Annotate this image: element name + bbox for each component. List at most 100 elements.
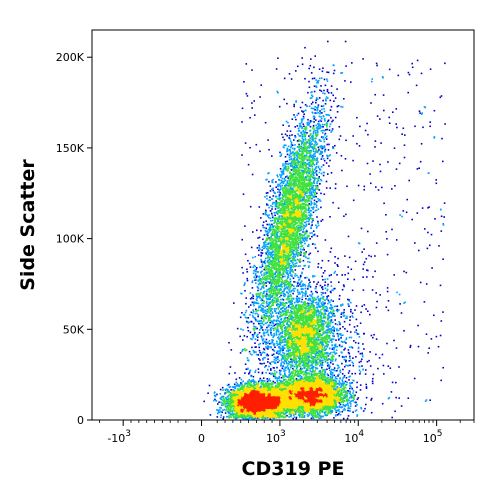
event-dot [241,383,243,386]
event-dot [250,383,253,386]
event-dot [259,379,261,382]
event-dot [221,395,223,398]
event-dot [218,401,220,403]
event-dot [272,417,274,419]
event-dot [231,414,234,416]
event-dot [233,414,235,416]
event-dot [236,410,239,413]
event-dot [235,404,237,406]
event-dot [217,411,220,414]
event-dot [257,380,260,383]
event-dot [232,415,235,417]
event-dot [255,414,258,416]
event-dot [276,385,278,387]
event-dot [259,413,262,415]
event-dot [219,409,221,411]
event-dot [219,397,222,400]
event-dot [256,384,258,387]
event-dot [255,406,257,408]
event-dot [245,413,248,416]
event-dot [230,414,232,417]
event-dot [219,406,221,409]
event-dot [203,400,205,403]
event-dot [227,398,230,401]
event-dot [251,404,253,407]
event-dot [236,414,239,417]
event-dot [257,388,259,391]
event-dot [224,393,226,395]
event-dot [279,416,281,419]
event-dot [262,411,265,414]
event-dot [282,402,284,404]
event-dot [276,413,278,416]
event-dot [225,408,228,411]
event-dot [226,384,229,386]
event-dot [258,389,261,391]
event-dot [251,413,254,415]
event-dot [260,414,262,416]
event-dot [255,381,257,384]
event-dot [244,412,246,415]
event-dot [244,417,247,420]
event-dot [252,399,254,402]
event-dot [222,399,224,401]
event-dot [239,416,241,418]
event-dot [268,378,271,380]
event-dot [219,393,222,395]
event-dot [272,380,275,383]
event-dot [220,398,222,401]
event-dot [232,405,234,407]
event-dot [272,411,274,413]
event-dot [272,389,274,392]
event-dot [253,415,255,418]
event-dot [229,403,231,405]
event-dot [258,414,261,417]
event-dot [240,414,243,416]
event-dot [269,394,271,396]
event-dot [242,417,245,420]
event-dot [236,409,238,411]
event-dot [232,397,235,400]
event-dot [237,399,240,401]
event-dot [234,387,237,390]
event-dot [280,415,282,417]
event-dot [222,403,224,405]
event-dot [280,399,282,402]
event-dot [233,398,236,401]
event-dot [239,388,242,390]
event-dot [262,409,265,411]
event-dot [249,412,251,414]
event-dot [238,410,240,413]
event-dot [241,393,244,396]
event-dot [254,417,257,419]
event-dot [219,388,222,391]
event-dot [237,391,239,394]
event-dot [236,392,238,394]
event-dot [225,392,228,394]
event-dot [217,403,219,405]
event-dot [221,386,224,389]
event-dot [226,396,229,398]
event-dot [239,407,242,409]
event-dot [233,389,236,392]
event-dot [221,404,223,406]
event-dot [262,415,265,418]
event-dot [240,378,243,381]
event-dot [261,415,263,418]
event-dot [251,388,254,391]
event-dot [264,417,266,420]
event-dot [220,401,222,404]
event-dot [229,405,232,407]
event-dot [258,394,260,396]
event-dot [240,408,243,411]
event-dot [213,399,215,402]
event-dot [235,381,238,384]
event-dot [255,386,257,388]
event-dot [229,385,232,388]
event-dot [252,378,254,381]
event-dot [222,389,224,391]
event-dot [262,412,264,415]
event-dot [277,409,279,412]
event-dot [244,409,246,411]
event-dot [222,409,224,411]
